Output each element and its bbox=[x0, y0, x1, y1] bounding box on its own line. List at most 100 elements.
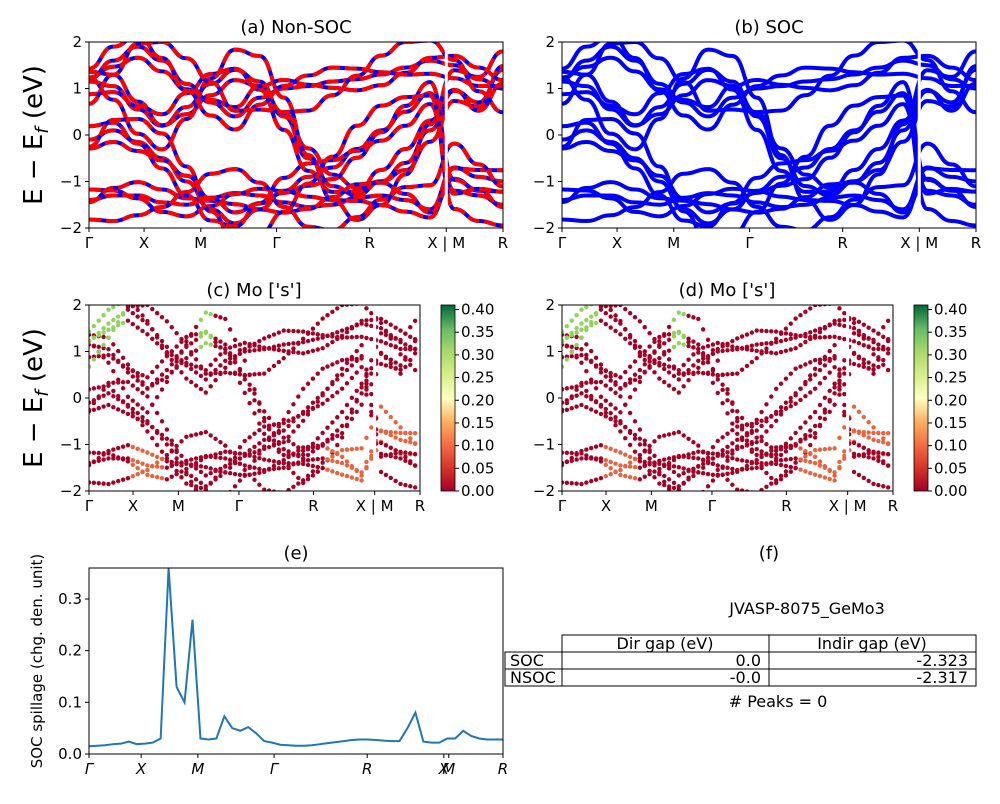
proj-point bbox=[608, 378, 613, 383]
proj-point bbox=[793, 430, 798, 436]
ytick-label: 0 bbox=[72, 389, 82, 407]
xtick-label: R bbox=[971, 234, 981, 252]
proj-point bbox=[647, 359, 652, 364]
proj-point bbox=[822, 357, 828, 362]
proj-point bbox=[257, 427, 262, 433]
proj-point bbox=[730, 470, 735, 475]
proj-point bbox=[769, 481, 774, 486]
proj-point bbox=[842, 358, 847, 363]
proj-point bbox=[817, 360, 823, 366]
proj-point bbox=[754, 420, 759, 426]
proj-point bbox=[150, 435, 155, 441]
proj-point bbox=[627, 464, 633, 469]
colorbar-label: 0.05 bbox=[461, 459, 494, 477]
proj-point bbox=[169, 352, 174, 358]
proj-point bbox=[125, 379, 131, 385]
proj-point bbox=[203, 473, 209, 478]
ytick-label: −1 bbox=[60, 436, 82, 454]
proj-point bbox=[783, 473, 789, 478]
xtick-label: R bbox=[362, 760, 372, 778]
proj-point bbox=[116, 348, 121, 354]
proj-point bbox=[754, 452, 759, 458]
proj-point bbox=[145, 450, 150, 455]
proj-point bbox=[89, 355, 92, 360]
table-cell bbox=[768, 668, 977, 687]
proj-point bbox=[632, 449, 638, 454]
proj-point bbox=[598, 404, 604, 409]
proj-point bbox=[262, 415, 267, 421]
proj-point bbox=[618, 472, 623, 478]
proj-point bbox=[111, 405, 116, 410]
proj-point bbox=[647, 471, 652, 477]
proj-point bbox=[562, 462, 565, 468]
proj-point bbox=[749, 343, 755, 348]
proj-point bbox=[764, 328, 769, 334]
proj-point bbox=[812, 454, 818, 460]
proj-point bbox=[335, 390, 340, 395]
proj-point bbox=[125, 394, 131, 399]
proj-point bbox=[189, 331, 194, 337]
proj-point bbox=[398, 367, 403, 372]
proj-point bbox=[744, 430, 750, 436]
proj-point bbox=[179, 336, 184, 342]
proj-point bbox=[232, 337, 238, 342]
proj-point bbox=[598, 362, 604, 367]
proj-point bbox=[262, 424, 267, 429]
proj-point bbox=[773, 448, 779, 453]
proj-point bbox=[885, 441, 891, 447]
proj-point bbox=[778, 409, 784, 414]
proj-point bbox=[310, 406, 316, 411]
proj-point bbox=[393, 344, 398, 349]
proj-point bbox=[754, 439, 759, 445]
proj-point bbox=[876, 331, 881, 336]
xtick-label: Γ bbox=[558, 234, 567, 252]
proj-point bbox=[562, 338, 565, 343]
proj-point bbox=[657, 466, 662, 472]
proj-point bbox=[184, 434, 189, 439]
proj-point bbox=[842, 336, 847, 342]
proj-point bbox=[783, 444, 789, 449]
proj-point bbox=[666, 357, 672, 362]
proj-point bbox=[584, 405, 589, 410]
proj-point bbox=[720, 400, 725, 406]
proj-point bbox=[89, 407, 92, 412]
proj-point bbox=[252, 444, 257, 450]
proj-point bbox=[262, 345, 267, 350]
xtick-label: X bbox=[139, 234, 149, 252]
proj-point bbox=[252, 341, 257, 346]
proj-point bbox=[364, 459, 369, 465]
proj-point bbox=[871, 371, 876, 376]
proj-point bbox=[822, 416, 828, 422]
proj-point bbox=[111, 342, 116, 347]
proj-point bbox=[145, 421, 150, 426]
proj-point bbox=[569, 385, 574, 390]
proj-point bbox=[871, 346, 876, 352]
proj-point bbox=[364, 306, 369, 311]
proj-point bbox=[247, 472, 252, 478]
table-row-nsoc-label: NSOC bbox=[510, 668, 556, 687]
proj-point bbox=[349, 410, 355, 415]
proj-point bbox=[130, 414, 136, 419]
proj-point bbox=[193, 332, 199, 337]
proj-point bbox=[300, 478, 306, 483]
proj-point bbox=[735, 431, 740, 437]
proj-point bbox=[827, 322, 832, 327]
proj-point bbox=[759, 487, 764, 491]
proj-point bbox=[164, 375, 170, 380]
proj-point bbox=[354, 468, 359, 474]
proj-point bbox=[642, 352, 647, 358]
proj-point bbox=[642, 362, 647, 367]
proj-point bbox=[125, 318, 131, 323]
proj-point bbox=[613, 390, 618, 396]
proj-point bbox=[627, 410, 633, 416]
proj-point bbox=[647, 456, 652, 461]
proj-point bbox=[369, 317, 374, 323]
proj-point bbox=[861, 361, 866, 366]
proj-point bbox=[589, 380, 594, 385]
panel-b-yticks: 210−1−2 bbox=[533, 33, 562, 237]
proj-point bbox=[627, 335, 633, 340]
proj-point bbox=[574, 393, 579, 398]
proj-point bbox=[851, 404, 857, 409]
proj-point bbox=[344, 360, 350, 366]
proj-point bbox=[130, 473, 136, 479]
